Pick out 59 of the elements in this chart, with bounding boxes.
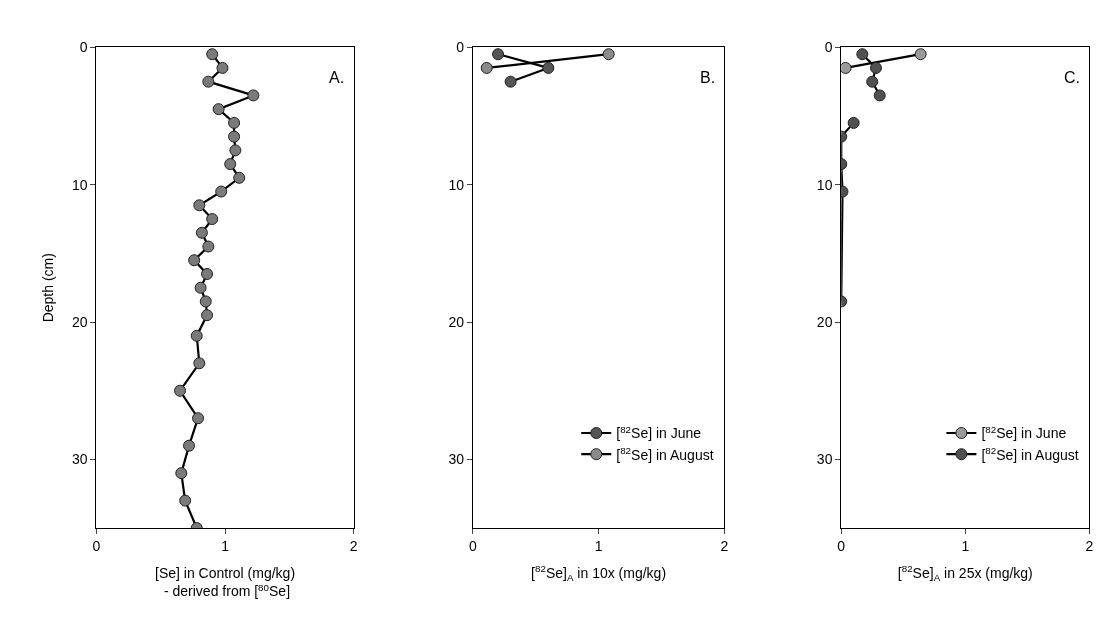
point (179, 494, 192, 507)
legend-label: [$^{82}$Se] in August (616, 444, 714, 463)
annotation: C. (1064, 69, 1080, 86)
legend-label: [$^{82}$Se] in August (981, 444, 1079, 463)
y-tick-label: 10 (448, 176, 465, 193)
legend-label: [$^{82}$Se] in June (981, 423, 1067, 442)
y-tick-label: 30 (816, 451, 833, 468)
point (212, 103, 225, 116)
point (224, 158, 237, 171)
x-tick-label: 1 (594, 537, 603, 554)
x-tick-label: 2 (349, 537, 358, 554)
point (216, 61, 229, 74)
point (202, 75, 215, 88)
x-tick-label: 2 (720, 537, 729, 554)
y-tick-label: 10 (816, 176, 833, 193)
y-tick-label: 30 (448, 451, 465, 468)
point (199, 295, 212, 308)
x-tick-label: 2 (1085, 537, 1094, 554)
point (215, 185, 228, 198)
x-tick-label: 0 (469, 537, 477, 554)
point (193, 357, 206, 370)
legend-label: [$^{82}$Se] in June (616, 423, 702, 442)
point (175, 467, 188, 480)
point (190, 329, 203, 342)
y-tick-label: 0 (79, 39, 88, 56)
point (183, 439, 196, 452)
point (233, 171, 246, 184)
point (201, 267, 214, 280)
y-tick-label: 20 (816, 313, 833, 330)
x-tick-label: 1 (221, 537, 230, 554)
point (195, 226, 208, 239)
y-tick-label: 0 (456, 39, 465, 56)
point (188, 254, 201, 267)
y-tick-label: 20 (448, 313, 465, 330)
y-axis-title: Depth (cm) (39, 253, 56, 323)
x-axis-title: [Se] in Control (mg/kg) - derived from [$^{80}$Se] (155, 565, 296, 600)
annotation: B. (700, 69, 716, 86)
annotation: A. (329, 69, 345, 86)
point (192, 412, 205, 425)
y-tick-label: 30 (71, 451, 88, 468)
y-tick-label: 10 (71, 176, 88, 193)
x-axis-title: [$^{82}$Se]$_{A}$ in 25x (mg/kg) (897, 563, 1033, 584)
point (228, 116, 241, 129)
point (193, 199, 206, 212)
point (229, 144, 242, 157)
point (247, 89, 260, 102)
point (206, 213, 219, 226)
y-tick-label: 20 (71, 313, 88, 330)
point (228, 130, 241, 143)
point (194, 281, 207, 294)
x-tick-label: 0 (92, 537, 101, 554)
point (174, 384, 187, 397)
x-tick-label: 0 (837, 537, 846, 554)
x-tick-label: 1 (961, 537, 970, 554)
y-tick-label: 0 (824, 39, 833, 56)
x-axis-title: [$^{82}$Se]$_{A}$ in 10x (mg/kg) (531, 563, 667, 584)
point (201, 309, 214, 322)
point (202, 240, 215, 253)
point (206, 48, 219, 61)
